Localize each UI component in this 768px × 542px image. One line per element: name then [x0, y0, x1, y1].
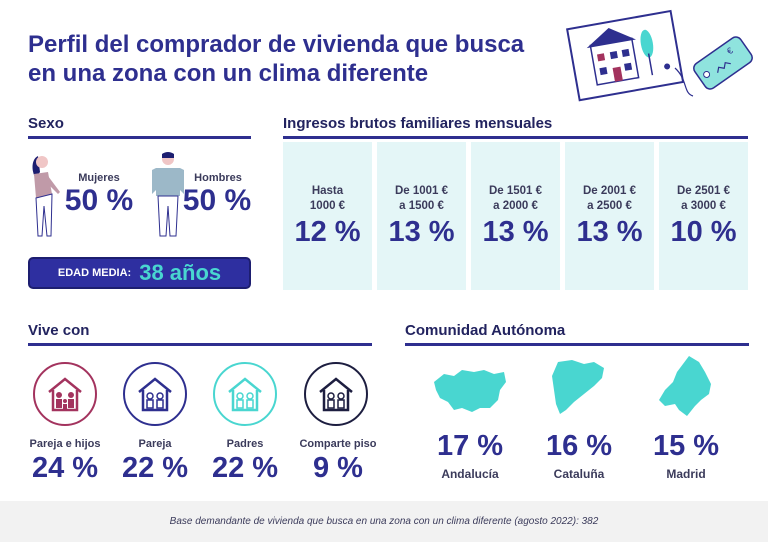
house-parents-icon [213, 362, 277, 426]
house-sale-illustration: € [566, 9, 753, 102]
ingresos-heading: Ingresos brutos familiares mensuales [283, 115, 553, 132]
income-value: 10 % [670, 216, 737, 248]
income-column: Hasta 1000 € 12 % [283, 142, 372, 290]
income-value: 13 % [482, 216, 549, 248]
andalucia-map-icon [434, 370, 506, 412]
region-value: 15 % [652, 430, 720, 462]
sexo-heading: Sexo [28, 115, 64, 132]
living-value: 22 % [211, 452, 279, 484]
male-value: 50 % [182, 184, 252, 217]
page-title: Perfil del comprador de vivienda que bus… [28, 31, 525, 87]
living-label: Comparte piso [299, 438, 377, 450]
income-value: 12 % [294, 216, 361, 248]
income-range-label: De 1001 € a 1500 € [394, 185, 449, 212]
region-value: 17 % [436, 430, 504, 462]
female-label: Mujeres [78, 172, 120, 184]
female-value: 50 % [64, 184, 134, 217]
income-value: 13 % [576, 216, 643, 248]
living-label: Pareja [138, 438, 172, 450]
cataluna-map-icon [552, 360, 604, 414]
vive-con-divider [28, 343, 372, 346]
footer: Base demandante de vivienda que busca en… [0, 501, 768, 542]
income-column: De 1501 € a 2000 € 13 % [471, 142, 560, 290]
woman-figure-icon [32, 156, 60, 237]
sexo-divider [28, 136, 251, 139]
svg-text:€: € [725, 45, 735, 56]
income-column: De 2001 € a 2500 € 13 % [565, 142, 654, 290]
madrid-map-icon [659, 356, 711, 416]
comunidad-heading: Comunidad Autónoma [405, 322, 566, 339]
region-label: Andalucía [441, 467, 499, 481]
income-column: De 1001 € a 1500 € 13 % [377, 142, 466, 290]
man-figure-icon [152, 152, 184, 237]
living-value: 9 % [313, 452, 363, 484]
income-value: 13 % [388, 216, 455, 248]
average-age-label: EDAD MEDIA: [57, 267, 132, 279]
region-label: Cataluña [553, 467, 605, 481]
living-label: Pareja e hijos [29, 438, 101, 450]
male-label: Hombres [194, 172, 242, 184]
house-family-icon [33, 362, 97, 426]
income-range-label: De 1501 € a 2000 € [488, 185, 543, 212]
ingresos-divider [283, 136, 748, 139]
comunidad-divider [405, 343, 749, 346]
average-age-value: 38 años [139, 260, 222, 285]
living-value: 22 % [121, 452, 189, 484]
income-range-label: De 2501 € a 3000 € [676, 185, 731, 212]
region-value: 16 % [545, 430, 613, 462]
vive-con-heading: Vive con [28, 322, 90, 339]
living-value: 24 % [31, 452, 99, 484]
income-range-label: Hasta 1000 € [309, 185, 346, 212]
average-age-badge: EDAD MEDIA: 38 años [28, 257, 251, 289]
income-range-label: De 2001 € a 2500 € [582, 185, 637, 212]
house-shared-icon [304, 362, 368, 426]
footer-note: Base demandante de vivienda que busca en… [169, 516, 599, 527]
income-column: De 2501 € a 3000 € 10 % [659, 142, 748, 290]
region-label: Madrid [666, 467, 706, 481]
living-label: Padres [226, 438, 264, 450]
house-couple-icon [123, 362, 187, 426]
